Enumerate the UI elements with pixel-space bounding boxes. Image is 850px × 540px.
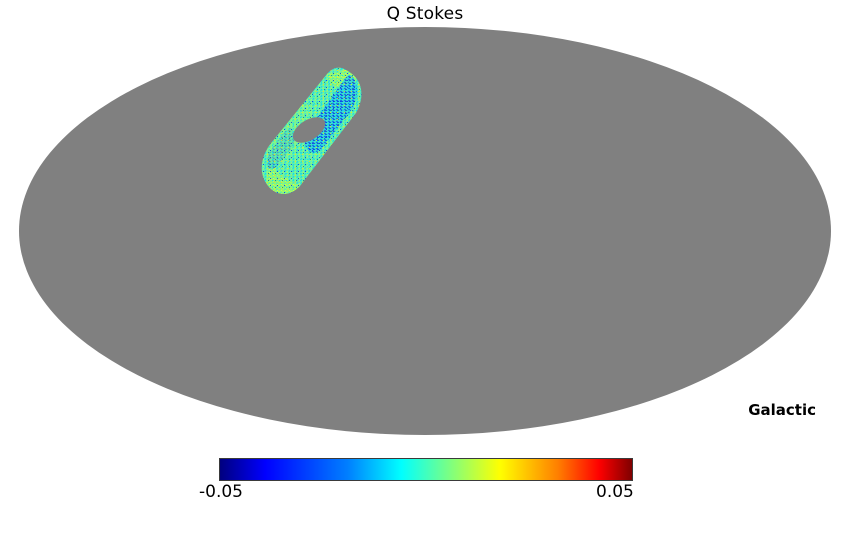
page-title: Q Stokes: [386, 4, 464, 24]
sky-background-ellipse: [19, 27, 831, 435]
colorbar-group: -0.05 0.05: [0, 455, 850, 515]
mollweide-projection: [19, 27, 831, 435]
colorbar-gradient[interactable]: [219, 458, 633, 481]
sky-map-svg: [19, 27, 831, 435]
colorbar-min-tick-label: -0.05: [199, 482, 243, 502]
tube-inner-hole: [292, 117, 326, 143]
colorbar-max-tick-label: 0.05: [596, 482, 634, 502]
coordinate-system-label: Galactic: [748, 401, 816, 419]
